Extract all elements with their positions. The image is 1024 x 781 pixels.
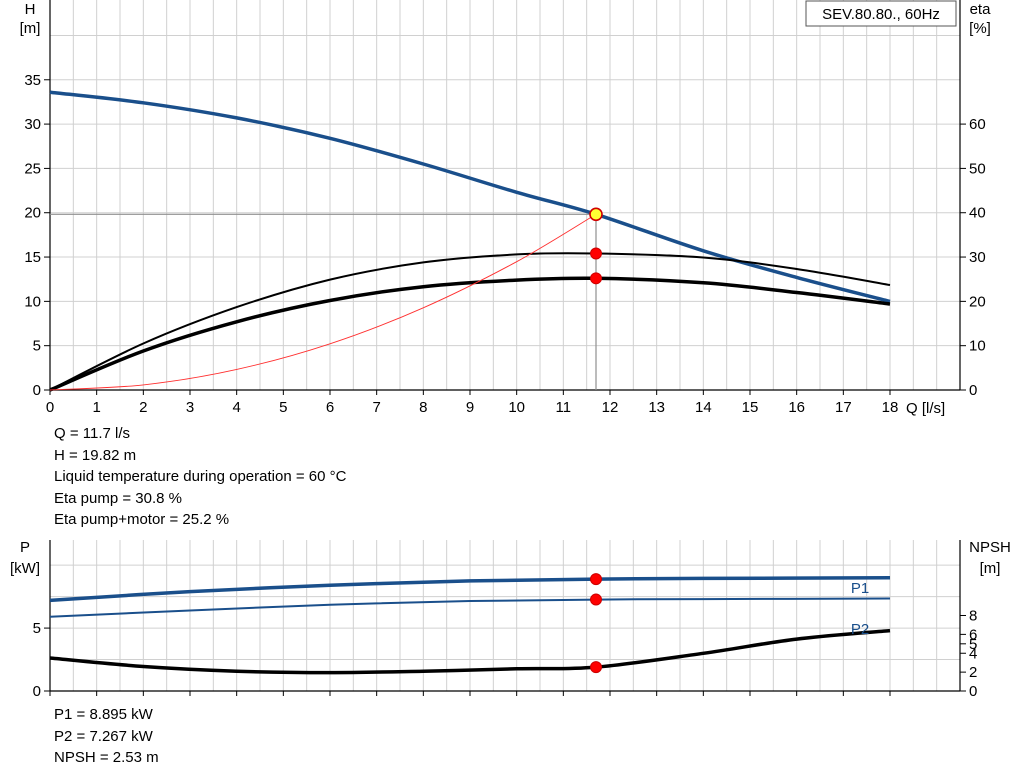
series-line-eta-pump-motor (49, 276, 891, 392)
y-tick-label-left: 10 (24, 293, 41, 310)
duty-point-marker (590, 272, 602, 285)
chart2-grid (50, 540, 960, 691)
info-eta-pump-motor: Eta pump+motor = 25.2 % (54, 511, 230, 528)
x-tick-label: 2 (139, 399, 147, 416)
y-tick-label-left: 0 (33, 683, 41, 700)
x-tick-label: 10 (508, 399, 525, 416)
y-tick-label-right: 2 (969, 664, 977, 681)
info-head: H = 19.82 m (54, 446, 137, 464)
x-tick-label: 15 (742, 399, 759, 416)
x-tick-label: 3 (186, 399, 194, 416)
y-tick-label-left: 30 (24, 116, 41, 133)
y-axis-left-unit: [m] (20, 20, 41, 37)
chart1-grid (50, 0, 960, 390)
info-p1: P1 = 8.895 kW (54, 706, 153, 723)
power-info: P1 = 8.895 kW P2 = 7.267 kW NPSH = 2.53 … (54, 704, 159, 769)
y-axis-left-label: P (20, 539, 30, 556)
info-flow: Q = 11.7 l/s (54, 425, 131, 442)
x-tick-label: 14 (695, 399, 712, 416)
y-tick-label-right: 50 (969, 160, 986, 177)
duty-point-marker (590, 247, 602, 260)
y-axis-left-label: H (25, 1, 36, 18)
x-tick-label: 9 (466, 399, 474, 416)
x-tick-label: 13 (648, 399, 665, 416)
y-tick-label-right: 0 (969, 683, 977, 700)
series-line-NPSH (49, 628, 891, 675)
info-eta-pump: Eta pump = 30.8 % (54, 489, 182, 507)
operating-point-marker (589, 207, 603, 222)
chart1-frame (44, 0, 966, 395)
chart1-axis-labels: H [m] eta [%] Q [l/s] (20, 1, 992, 417)
y-tick-label-right: 6 (969, 626, 977, 643)
duty-point-marker (590, 661, 602, 674)
x-tick-label: 18 (882, 399, 899, 416)
y-tick-label-left: 15 (24, 249, 41, 266)
x-axis-label: Q [l/s] (906, 400, 945, 417)
chart2-series (49, 573, 891, 675)
x-tick-label: 7 (372, 399, 380, 416)
y-tick-label-right: 40 (969, 205, 986, 222)
duty-point-marker (590, 593, 602, 606)
chart1-series (49, 90, 891, 392)
info-liquid-temperature: Liquid temperature during operation = 60… (54, 468, 347, 485)
y-tick-label-left: 0 (33, 382, 41, 399)
x-tick-label: 1 (92, 399, 100, 416)
info-npsh: NPSH = 2.53 m (54, 749, 159, 766)
series-label-p1: P1 (851, 580, 869, 597)
series-line-system-curve (49, 213, 597, 391)
y-tick-label-right: 8 (969, 608, 977, 625)
chart2-frame (44, 540, 966, 696)
y-tick-label-right: 30 (969, 249, 986, 266)
x-tick-label: 12 (602, 399, 619, 416)
series-line-eta-pump (49, 252, 891, 391)
info-p2: P2 = 7.267 kW (54, 727, 153, 745)
y-tick-label-right: 0 (969, 382, 977, 399)
y-axis-left-unit: [kW] (10, 560, 40, 577)
chart-title: SEV.80.80., 60Hz (822, 6, 940, 23)
y-tick-label-right: 10 (969, 338, 986, 355)
x-tick-label: 4 (232, 399, 240, 416)
chart-title-box: SEV.80.80., 60Hz (805, 0, 957, 27)
y-axis-right-label: NPSH (969, 539, 1011, 556)
chart2-axis-labels: P [kW] NPSH [m] (10, 539, 1011, 577)
series-line-P1 (49, 576, 891, 603)
series-label-p2: P2 (851, 621, 869, 638)
y-tick-label-left: 5 (33, 620, 41, 637)
x-tick-label: 17 (835, 399, 852, 416)
y-tick-label-right: 5 (969, 636, 977, 653)
x-tick-label: 11 (556, 399, 572, 416)
y-tick-label-right: 20 (969, 293, 986, 310)
y-tick-label-left: 20 (24, 205, 41, 222)
series-labels: P1 P2 (851, 580, 869, 638)
x-tick-label: 6 (326, 399, 334, 416)
y-tick-label-right: 4 (969, 645, 977, 662)
x-tick-label: 5 (279, 399, 287, 416)
duty-point-marker (590, 573, 602, 586)
y-axis-right-unit: [m] (980, 560, 1001, 577)
x-tick-label: 16 (788, 399, 805, 416)
series-line-H (49, 90, 891, 304)
y-tick-label-right: 60 (969, 116, 986, 133)
y-axis-right-label: eta (970, 1, 992, 18)
x-tick-label: 8 (419, 399, 427, 416)
operating-point-info: Q = 11.7 l/s H = 19.82 m Liquid temperat… (54, 423, 346, 531)
y-tick-label-left: 35 (24, 72, 41, 89)
y-tick-label-left: 5 (33, 338, 41, 355)
y-tick-label-left: 25 (24, 160, 41, 177)
series-line-P2 (49, 597, 891, 618)
y-axis-right-unit: [%] (969, 20, 991, 37)
x-tick-label: 0 (46, 399, 54, 416)
